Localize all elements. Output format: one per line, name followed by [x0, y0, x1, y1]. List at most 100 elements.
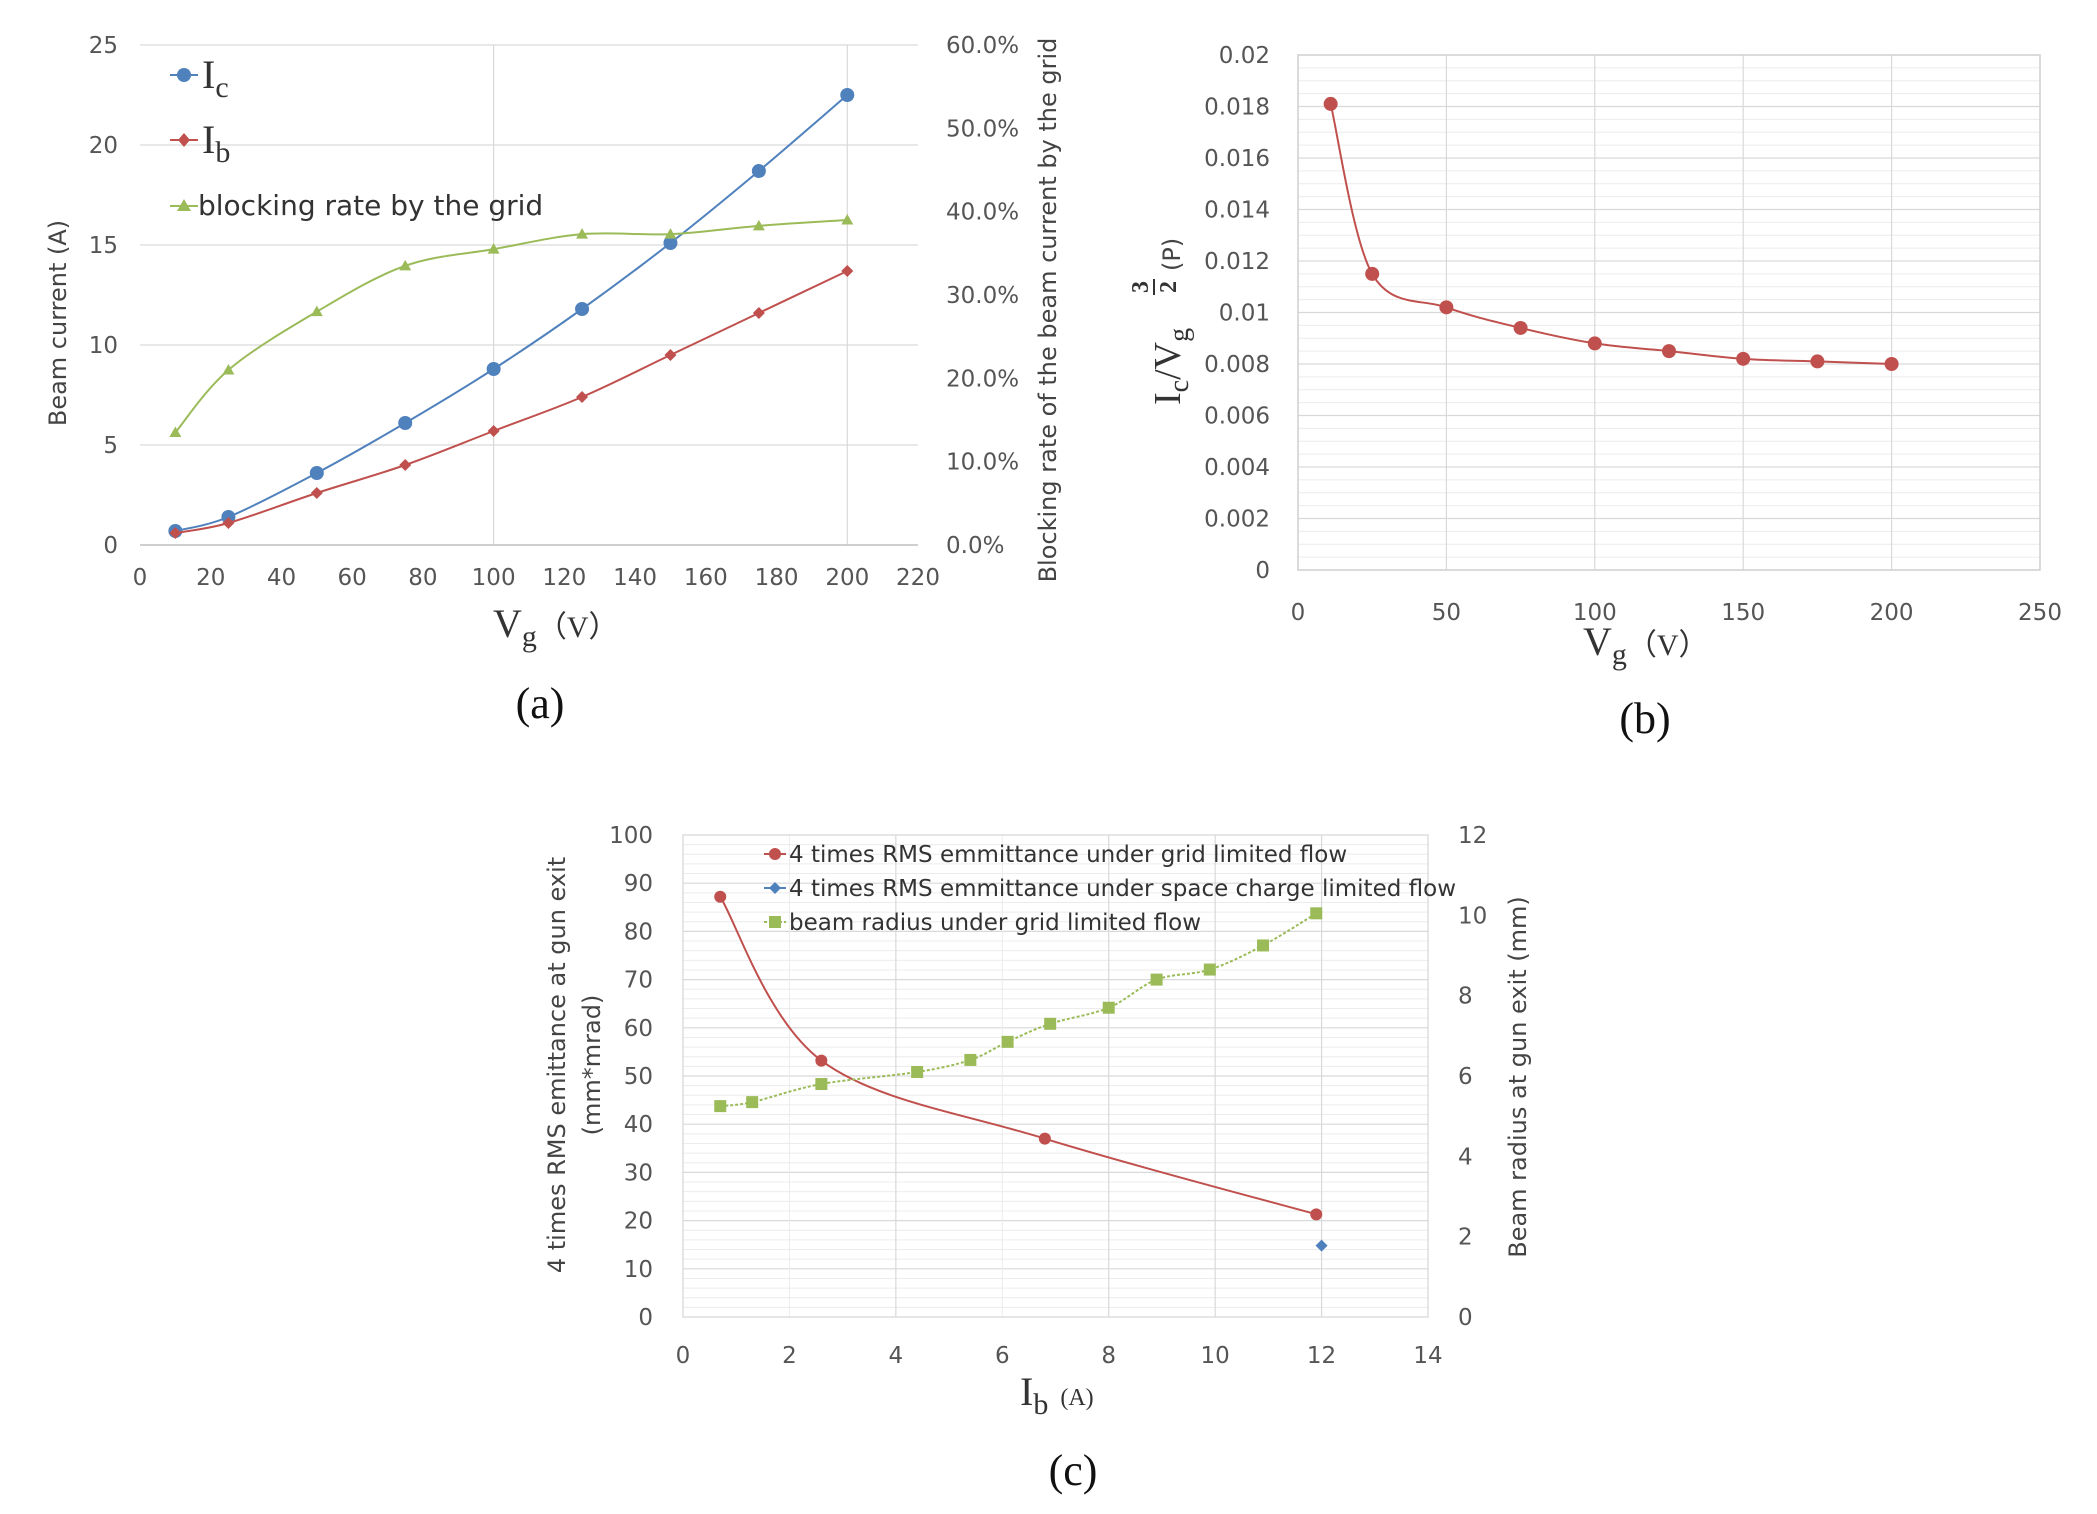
- a-x-title-sub: g: [522, 620, 537, 653]
- b-x-title-sub: g: [1612, 638, 1627, 671]
- c-y2-tick-labels: 0 2 4 6 8 10 12: [1458, 823, 1487, 1331]
- b-y-tick-label: 0.008: [1204, 352, 1270, 378]
- c-data-point-2: [815, 1078, 828, 1091]
- a-data-point-1: [399, 459, 412, 471]
- a-data-point-2: [169, 426, 182, 437]
- c-x-axis-title: Ib (A): [1020, 1369, 1094, 1421]
- b-data-point: [1587, 336, 1602, 351]
- c-y2-tick-label: 8: [1458, 984, 1473, 1010]
- b-data-point: [1513, 320, 1528, 335]
- a-data-point-0: [486, 362, 501, 376]
- a-legend-ic-marker: [177, 68, 191, 82]
- c-y-tick-label: 90: [624, 871, 653, 897]
- a-y2-tick-label: 60.0%: [946, 33, 1019, 59]
- c-x-tick-label: 14: [1413, 1343, 1442, 1369]
- c-series-line-2: [720, 912, 1317, 1108]
- b-x-title-main: V: [1583, 619, 1612, 664]
- c-data-point-2: [1001, 1035, 1014, 1048]
- b-x-tick-label: 200: [1870, 600, 1914, 626]
- c-data-point-2: [1102, 1001, 1115, 1014]
- a-x-title-unit: （V）: [537, 611, 619, 644]
- a-legend-ib-label: Ib: [202, 117, 230, 169]
- c-legend-item-grid-emittance: 4 times RMS emmittance under grid limite…: [764, 842, 1347, 868]
- c-legend-grid-emittance-marker: [769, 848, 781, 860]
- b-y-tick-label: 0.014: [1204, 198, 1270, 224]
- a-data-point-1: [841, 265, 854, 277]
- b-gridlines: [1298, 55, 2040, 570]
- a-y2-tick-label: 40.0%: [946, 200, 1019, 226]
- b-y-tick-label: 0.016: [1204, 146, 1270, 172]
- a-legend-ib-sub: b: [215, 136, 230, 169]
- c-x-tick-label: 6: [995, 1343, 1010, 1369]
- a-legend-ic-label: Ic: [202, 52, 229, 104]
- b-x-title-unit: （V）: [1627, 629, 1709, 662]
- c-data-point-2: [714, 1100, 727, 1113]
- c-x-tick-labels: 0 2 4 6 8 10 12 14: [676, 1343, 1443, 1369]
- c-y2-tick-label: 2: [1458, 1225, 1473, 1251]
- b-x-tick-label: 50: [1432, 600, 1461, 626]
- b-caption: (b): [1619, 694, 1670, 743]
- a-x-tick-label: 60: [338, 565, 367, 591]
- c-y-tick-label: 30: [624, 1160, 653, 1186]
- a-y-tick-label: 10: [89, 333, 118, 359]
- a-x-axis-title: Vg（V）: [493, 601, 619, 653]
- c-x-title-sub: b: [1033, 1388, 1048, 1421]
- c-x-tick-label: 4: [889, 1343, 904, 1369]
- a-x-tick-label: 200: [825, 565, 869, 591]
- a-data-point-2: [576, 228, 589, 239]
- a-y-tick-label: 15: [89, 233, 118, 259]
- c-y2-tick-label: 12: [1458, 823, 1487, 849]
- b-data-point: [1884, 357, 1899, 371]
- b-x-tick-label: 250: [2018, 600, 2062, 626]
- c-y2-tick-label: 0: [1458, 1305, 1473, 1331]
- a-caption: (a): [516, 679, 565, 728]
- a-series: [168, 88, 855, 539]
- c-data-point-0: [815, 1054, 828, 1067]
- b-series: [1323, 96, 1899, 371]
- a-y-tick-labels: 0 5 10 15 20 25: [89, 33, 118, 559]
- b-data-point: [1323, 96, 1338, 111]
- b-y-axis-title: Ic/Vg 3 2 (P): [1128, 238, 1195, 405]
- c-y-tick-label: 60: [624, 1016, 653, 1042]
- c-y2-tick-label: 4: [1458, 1144, 1473, 1170]
- c-x-title-unit: (A): [1060, 1385, 1093, 1411]
- b-y-title-exp-den: 2: [1156, 281, 1182, 293]
- b-data-point: [1439, 300, 1454, 315]
- chart-a: 0 20 40 60 80 100 120 140 160 180 200 220 0 5 10 15 20 2…: [44, 33, 1062, 728]
- b-y-title-exp-num: 3: [1128, 281, 1154, 293]
- c-legend-grid-emittance-label: 4 times RMS emmittance under grid limite…: [789, 842, 1347, 868]
- b-y-title-unit: (P): [1158, 238, 1186, 271]
- b-y-title-main: I: [1147, 392, 1189, 405]
- a-legend-ib-main: I: [202, 117, 215, 162]
- a-x-tick-labels: 0 20 40 60 80 100 120 140 160 180 200 220: [133, 565, 940, 591]
- b-y-tick-label: 0.006: [1204, 404, 1270, 430]
- b-data-point: [1365, 266, 1380, 281]
- a-x-tick-label: 140: [613, 565, 657, 591]
- a-y2-axis-title: Blocking rate of the beam current by the…: [1034, 38, 1062, 583]
- c-y-tick-labels: 0 10 20 30 40 50 60 70 80 90 100: [609, 823, 653, 1331]
- c-series-line-0: [719, 896, 1317, 1216]
- a-x-tick-label: 180: [755, 565, 799, 591]
- c-y-tick-label: 0: [638, 1305, 653, 1331]
- a-y-tick-label: 5: [103, 433, 118, 459]
- c-gridlines: [683, 835, 1428, 1317]
- a-x-title-main: V: [493, 601, 522, 646]
- a-x-tick-label: 220: [896, 565, 940, 591]
- b-y-tick-label: 0.004: [1204, 455, 1270, 481]
- b-plot-frame: [1297, 54, 2041, 571]
- c-data-point-2: [746, 1096, 759, 1109]
- a-y-tick-label: 20: [89, 133, 118, 159]
- c-data-point-2: [1203, 963, 1216, 976]
- b-x-tick-labels: 0 50 100 150 200 250: [1291, 600, 2062, 626]
- a-series-line-2: [174, 219, 848, 434]
- a-y-tick-label: 25: [89, 33, 118, 59]
- c-plot-frame: [682, 834, 1429, 1318]
- a-legend-ib-marker: [178, 133, 190, 147]
- b-y-tick-label: 0.012: [1204, 249, 1270, 275]
- chart-b: 0 50 100 150 200 250 0 0.002 0.004 0.006 0.008 0.0…: [1128, 43, 2062, 743]
- a-x-tick-label: 120: [542, 565, 586, 591]
- c-legend-item-space-charge: 4 times RMS emmittance under space charg…: [764, 876, 1456, 902]
- a-data-point-1: [576, 391, 589, 403]
- a-x-tick-label: 80: [408, 565, 437, 591]
